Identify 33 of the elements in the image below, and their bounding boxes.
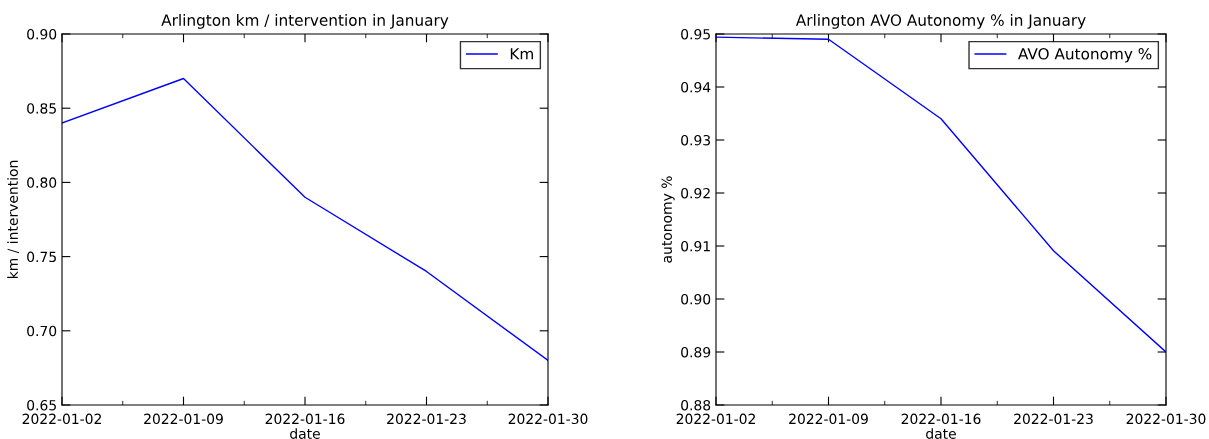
y-tick-label: 0.92: [681, 187, 710, 199]
x-axis-title: date: [290, 428, 320, 439]
x-tick-label: 2022-01-16: [265, 413, 345, 425]
chart-title: Arlington AVO Autonomy % in January: [795, 14, 1086, 29]
x-tick-label: 2022-01-23: [387, 413, 466, 425]
y-tick-label: 0.91: [681, 240, 710, 252]
y-tick-label: 0.70: [27, 325, 57, 337]
y-tick-label: 0.94: [681, 81, 711, 93]
y-tick-label: 0.95: [681, 28, 710, 40]
chart-title: Arlington km / intervention in January: [161, 14, 449, 29]
x-axis-title: date: [926, 428, 956, 439]
x-tick-label: 2022-01-02: [22, 413, 101, 425]
y-tick-label: 0.89: [681, 346, 711, 358]
x-tick-label: 2022-01-09: [144, 413, 223, 425]
x-tick-label: 2022-01-09: [789, 413, 868, 425]
line-series: [62, 77, 548, 362]
legend-label: AVO Autonomy %: [1018, 48, 1152, 63]
y-tick-label: 0.85: [27, 103, 56, 114]
x-tick-label: 2022-01-30: [508, 413, 588, 425]
y-tick-label: 0.75: [27, 251, 56, 263]
x-tick-label: 2022-01-02: [676, 413, 755, 425]
x-tick-label: 2022-01-30: [1126, 413, 1206, 425]
legend-label: Km: [510, 48, 533, 60]
y-tick-label: 0.93: [681, 134, 711, 146]
y-tick-label: 0.88: [681, 399, 711, 411]
x-tick-label: 2022-01-16: [901, 413, 981, 425]
y-tick-label: 0.90: [27, 28, 57, 40]
y-tick-label: 0.80: [27, 177, 57, 188]
y-tick-label: 0.65: [27, 399, 56, 411]
x-tick-label: 2022-01-23: [1014, 413, 1093, 425]
y-tick-label: 0.90: [681, 293, 711, 305]
y-axis-title: autonomy %: [661, 176, 675, 263]
y-axis-title: km / intervention: [7, 160, 20, 279]
